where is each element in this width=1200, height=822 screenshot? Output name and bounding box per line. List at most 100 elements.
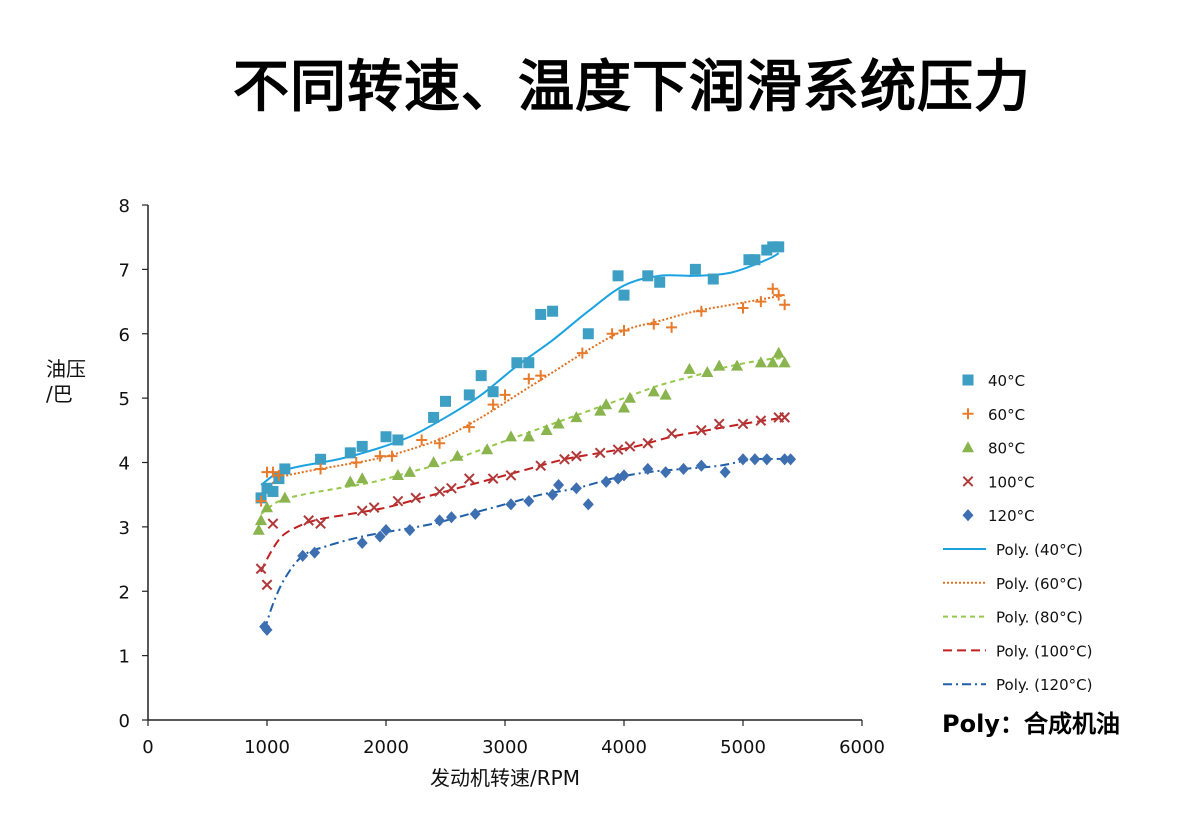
data-point bbox=[570, 411, 583, 423]
legend-marker-swatch bbox=[962, 476, 974, 487]
data-point bbox=[648, 318, 660, 330]
data-point bbox=[434, 514, 446, 527]
data-point bbox=[547, 488, 559, 501]
series-points bbox=[255, 283, 791, 507]
y-tick-label: 3 bbox=[119, 518, 130, 539]
data-point bbox=[374, 530, 386, 543]
data-point bbox=[778, 356, 791, 368]
data-point bbox=[487, 473, 499, 484]
data-point bbox=[570, 482, 582, 495]
y-tick-label: 5 bbox=[119, 389, 130, 410]
data-point bbox=[737, 453, 749, 466]
data-point bbox=[315, 453, 327, 465]
legend-marker-swatch bbox=[962, 374, 974, 386]
data-point bbox=[678, 462, 689, 475]
data-point bbox=[779, 453, 791, 466]
data-point bbox=[540, 423, 553, 435]
data-point bbox=[600, 398, 613, 410]
data-point bbox=[315, 463, 327, 475]
legend-label: Poly. (80°C) bbox=[996, 609, 1083, 627]
legend-marker-swatch bbox=[961, 441, 975, 453]
data-point bbox=[463, 473, 475, 484]
data-point bbox=[761, 244, 773, 256]
data-point bbox=[713, 418, 725, 430]
legend-label: Poly. (60°C) bbox=[996, 575, 1083, 593]
x-tick-label: 5000 bbox=[720, 737, 766, 758]
data-point bbox=[695, 305, 707, 317]
data-point bbox=[255, 563, 267, 575]
data-point bbox=[440, 395, 451, 407]
legend-label: Poly. (100°C) bbox=[996, 642, 1092, 660]
data-point bbox=[755, 296, 767, 308]
data-point bbox=[535, 308, 547, 320]
y-tick-label: 0 bbox=[119, 711, 130, 732]
data-point bbox=[582, 328, 594, 340]
data-point bbox=[356, 440, 368, 452]
trend-lines bbox=[260, 252, 791, 631]
tick-labels: 0 1000 2000 3000 4000 5000 6000 0 1 2 3 4 5 6 7 8 bbox=[119, 196, 885, 758]
data-point bbox=[255, 495, 267, 507]
data-points bbox=[252, 241, 797, 636]
data-point bbox=[481, 443, 494, 455]
x-tick-label: 2000 bbox=[363, 737, 409, 758]
data-point bbox=[297, 549, 309, 562]
data-point bbox=[695, 424, 707, 436]
data-point bbox=[576, 347, 588, 359]
data-point bbox=[552, 417, 565, 429]
trend-line bbox=[263, 457, 791, 631]
data-point bbox=[380, 524, 392, 537]
data-point bbox=[683, 362, 696, 374]
data-point bbox=[475, 370, 487, 382]
data-point bbox=[368, 502, 380, 513]
data-point bbox=[606, 328, 618, 340]
data-point bbox=[505, 498, 517, 511]
data-point bbox=[255, 514, 268, 526]
data-point bbox=[571, 450, 582, 462]
data-point bbox=[261, 623, 273, 636]
legend-label: 100°C bbox=[988, 473, 1035, 491]
data-point bbox=[404, 524, 416, 537]
legend: 40°C 60°C 80°C 100°C 120°C Poly. (40°C) Poly. … bbox=[943, 372, 1092, 694]
series-points bbox=[252, 346, 791, 535]
data-point bbox=[654, 276, 666, 288]
data-point bbox=[451, 449, 464, 461]
data-point bbox=[267, 518, 279, 530]
data-point bbox=[356, 536, 368, 550]
data-point bbox=[356, 472, 369, 484]
data-point bbox=[779, 299, 791, 311]
data-point bbox=[785, 453, 797, 466]
series-points bbox=[255, 412, 791, 591]
legend-label: Poly. (40°C) bbox=[996, 541, 1083, 559]
legend-marker-swatch bbox=[962, 408, 974, 420]
data-point bbox=[386, 450, 398, 462]
data-point bbox=[719, 466, 731, 479]
data-point bbox=[445, 511, 457, 524]
data-point bbox=[600, 475, 612, 488]
data-point bbox=[392, 495, 404, 507]
data-point bbox=[344, 475, 357, 487]
data-point bbox=[392, 434, 404, 446]
data-point bbox=[261, 579, 273, 591]
data-point bbox=[303, 515, 315, 526]
legend-label: 120°C bbox=[988, 507, 1035, 525]
x-tick-label: 0 bbox=[142, 737, 153, 758]
data-point bbox=[547, 305, 559, 317]
y-axis-unit: /巴 bbox=[46, 382, 73, 406]
data-point bbox=[380, 431, 392, 443]
legend-marker-swatch bbox=[962, 509, 974, 522]
data-point bbox=[273, 469, 285, 481]
data-point bbox=[535, 370, 547, 382]
data-point bbox=[416, 434, 428, 446]
data-point bbox=[350, 457, 362, 468]
trend-line bbox=[260, 416, 785, 573]
data-point bbox=[315, 518, 326, 530]
data-point bbox=[535, 460, 547, 472]
data-point bbox=[737, 302, 749, 314]
data-point bbox=[749, 453, 761, 466]
data-point bbox=[731, 359, 744, 371]
data-point bbox=[427, 456, 440, 468]
data-point bbox=[767, 283, 779, 295]
data-point bbox=[642, 270, 654, 282]
data-point bbox=[767, 241, 779, 253]
